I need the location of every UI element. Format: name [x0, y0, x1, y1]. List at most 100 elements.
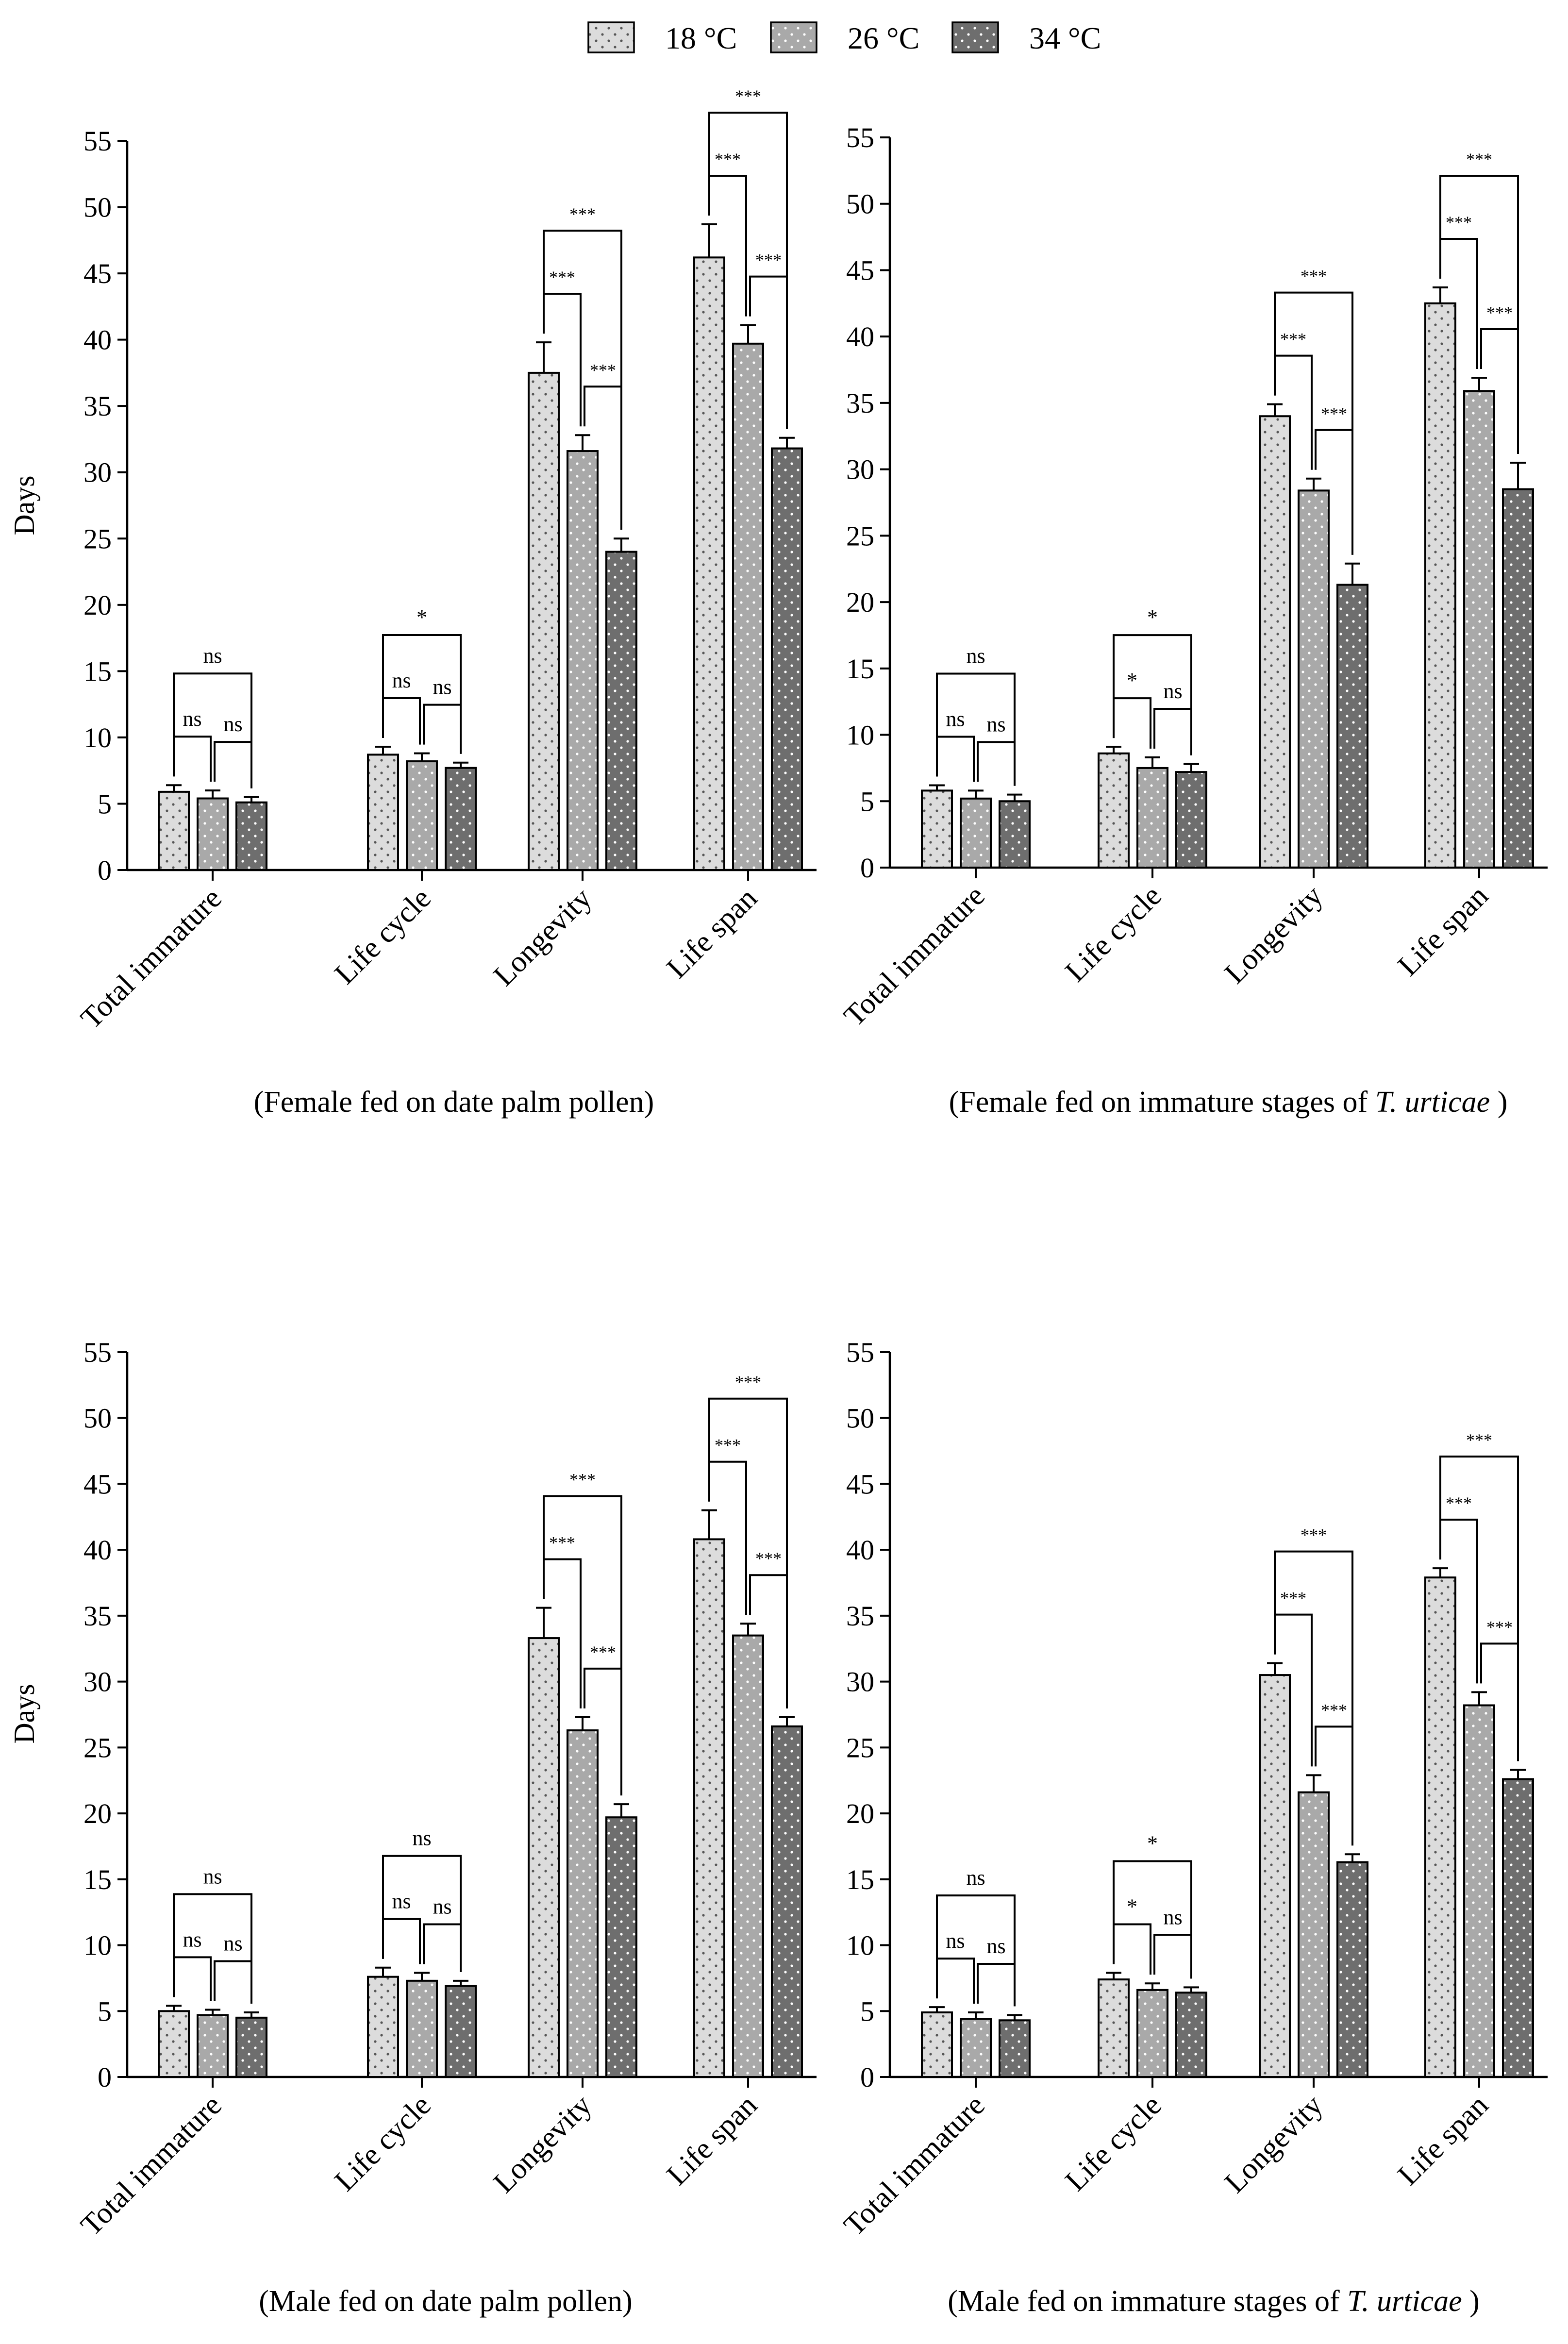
y-tick-label: 50	[83, 1403, 112, 1434]
sig-bracket: ***	[1274, 267, 1353, 555]
sig-label: ns	[223, 712, 242, 736]
sig-label: ns	[183, 707, 201, 731]
sig-bracket: ns	[173, 707, 212, 782]
sig-bracket: ***	[708, 1373, 788, 1708]
sig-label: ***	[1466, 150, 1492, 169]
y-tick-label: 55	[846, 1337, 874, 1368]
sig-bracket: ns	[936, 1866, 1016, 2007]
sig-label: ***	[1280, 330, 1306, 349]
sig-label: ***	[755, 1549, 782, 1568]
x-tick-label: Total immature	[837, 2089, 991, 2243]
x-tick-label: Total immature	[74, 2089, 228, 2243]
caption-main: (Female fed on date palm pollen)	[254, 1086, 654, 1119]
sig-bracket: ns	[173, 644, 252, 788]
sig-bracket-line	[1274, 291, 1353, 555]
legend: 18 °C 26 °C 34 °C	[587, 21, 1101, 55]
y-tick-label: 45	[83, 1468, 112, 1500]
y-tick-label: 30	[83, 457, 112, 488]
y-tick-label: 25	[846, 520, 874, 552]
sig-bracket-line	[708, 112, 788, 429]
sig-bracket: ns	[977, 712, 1016, 786]
sig-bracket: ns	[423, 1895, 462, 1972]
bar-3-4	[1502, 1778, 1534, 2078]
sig-bracket: ***	[1274, 1525, 1353, 1846]
bar-3-4	[1502, 488, 1534, 869]
bar-1-4	[1424, 302, 1456, 869]
bar-2-2	[406, 760, 438, 871]
sig-bracket: ***	[543, 1470, 622, 1796]
bar-1-3	[1259, 415, 1291, 869]
sig-label: ns	[203, 644, 222, 668]
bar-1-1	[921, 2011, 953, 2078]
bar-2-2	[406, 1979, 438, 2078]
x-tick-label: Longevity	[487, 2089, 598, 2199]
bar-2-3	[567, 1729, 599, 2078]
sig-bracket-line	[423, 1923, 462, 1972]
sig-label: ns	[986, 1934, 1005, 1958]
x-tick-label: Total immature	[74, 882, 228, 1036]
bar-1-1	[158, 2010, 190, 2078]
bar-1-1	[158, 790, 190, 871]
sig-bracket-line	[977, 1962, 1016, 2007]
y-tick-label: 55	[846, 122, 874, 153]
caption-tail: )	[1462, 2285, 1480, 2318]
y-tick-label: 20	[83, 589, 112, 621]
y-tick-label: 45	[83, 258, 112, 289]
sig-label: ns	[966, 1866, 985, 1890]
sig-label: ns	[946, 707, 965, 731]
y-tick-label: 15	[846, 653, 874, 685]
sig-label: ***	[549, 1533, 575, 1553]
x-tick-label: Life span	[1391, 879, 1494, 982]
x-tick-label: Life cycle	[1059, 879, 1168, 988]
sig-bracket: *	[1113, 605, 1192, 755]
sig-label: ***	[590, 360, 616, 380]
caption-italic: T. urticae	[1375, 1086, 1490, 1119]
sig-bracket: ns	[936, 707, 975, 782]
bar-2-1	[960, 2018, 992, 2078]
y-tick-label: 55	[83, 125, 112, 157]
bar-2-4	[732, 342, 764, 871]
sig-bracket: ***	[543, 268, 582, 427]
y-tick-label: 10	[846, 1930, 874, 1961]
sig-bracket-line	[382, 697, 421, 745]
sig-bracket-line	[173, 672, 252, 788]
sig-label: ***	[755, 251, 782, 270]
bar-1-2	[367, 1976, 399, 2078]
bar-2-1	[197, 797, 229, 871]
sig-bracket-line	[977, 741, 1016, 786]
bar-3-4	[771, 447, 803, 871]
bar-2-3	[1298, 1791, 1330, 2078]
sig-bracket: ns	[1153, 1905, 1192, 1979]
bar-1-2	[367, 753, 399, 871]
legend-swatch-3	[951, 21, 999, 53]
bar-3-2	[1175, 771, 1207, 869]
bar-2-2	[1136, 767, 1168, 869]
caption-tail: )	[1490, 1086, 1507, 1119]
sig-label: ns	[392, 669, 411, 692]
panel-caption: (Male fed on date palm pollen)	[259, 2285, 633, 2318]
sig-bracket-line	[1153, 1934, 1192, 1979]
sig-bracket: ***	[543, 204, 622, 530]
sig-label: *	[1127, 1895, 1137, 1919]
y-tick-label: 15	[846, 1864, 874, 1895]
legend-swatch-1	[587, 21, 635, 53]
sig-bracket: ns	[936, 644, 1016, 786]
sig-bracket: *	[1113, 1895, 1151, 1975]
bar-1-4	[693, 1538, 725, 2078]
y-tick-label: 40	[846, 321, 874, 352]
y-tick-label: 45	[846, 1468, 874, 1500]
sig-label: ***	[569, 204, 596, 224]
y-tick-label: 45	[846, 254, 874, 286]
bar-3-1	[999, 2019, 1031, 2078]
sig-label: ns	[1163, 1905, 1182, 1929]
sig-label: ***	[1321, 404, 1347, 423]
legend-label-3: 34 °C	[1029, 21, 1101, 55]
sig-bracket-line	[173, 736, 212, 782]
sig-label: ns	[433, 675, 451, 699]
y-tick-label: 20	[83, 1798, 112, 1829]
sig-bracket-line	[1113, 1923, 1151, 1975]
sig-bracket-line	[936, 1958, 975, 2004]
sig-label: ns	[433, 1895, 451, 1919]
sig-bracket-line	[1113, 634, 1192, 755]
sig-bracket-line	[214, 1960, 252, 2004]
